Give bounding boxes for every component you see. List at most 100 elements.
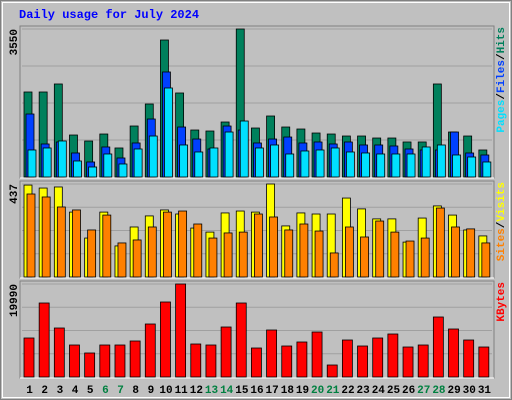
bar <box>402 346 414 378</box>
x-tick-label: 30 <box>463 385 476 397</box>
bar <box>452 154 461 178</box>
x-tick-label: 6 <box>102 385 109 397</box>
x-tick-label: 4 <box>72 385 79 397</box>
bar <box>239 120 249 178</box>
bar <box>178 210 188 278</box>
bar <box>133 148 143 178</box>
bar <box>87 229 97 278</box>
bar <box>421 146 431 178</box>
bar <box>84 352 96 378</box>
bar <box>179 144 189 178</box>
bar <box>23 337 35 378</box>
legend-entry: Sites <box>496 228 508 261</box>
x-tick-label: 21 <box>326 385 340 397</box>
bar <box>300 150 310 178</box>
x-tick-label: 1 <box>26 385 33 397</box>
bar <box>417 344 429 378</box>
legend-separator: / <box>496 93 508 100</box>
bar <box>238 231 248 278</box>
x-tick-label: 7 <box>117 385 124 397</box>
bar <box>38 302 50 378</box>
bar <box>41 196 51 278</box>
legend: Sites/Visits <box>496 182 508 261</box>
bar <box>148 135 158 178</box>
bar <box>223 232 233 278</box>
x-tick-label: 29 <box>447 385 460 397</box>
bar <box>406 153 416 178</box>
bar <box>57 140 67 178</box>
bar <box>254 213 263 278</box>
x-tick-label: 18 <box>281 385 295 397</box>
bar <box>209 147 219 178</box>
bar <box>160 301 171 378</box>
bar <box>344 226 354 278</box>
bar <box>375 220 385 278</box>
bar <box>284 229 294 278</box>
y-tick-label: 19990 <box>9 284 21 317</box>
bar <box>329 252 339 278</box>
bar <box>208 237 218 278</box>
bar <box>451 226 460 278</box>
x-tick-label: 9 <box>148 385 155 397</box>
bar <box>69 344 80 378</box>
bar <box>190 343 202 378</box>
bar <box>285 153 295 178</box>
bar <box>326 364 338 378</box>
bar <box>315 149 325 178</box>
bar <box>114 344 126 378</box>
bar <box>175 283 187 378</box>
x-tick-label: 3 <box>57 385 64 397</box>
x-tick-label: 19 <box>296 385 309 397</box>
bar <box>56 206 66 278</box>
bar <box>467 156 477 178</box>
bar <box>132 239 142 278</box>
bar <box>194 151 204 178</box>
bar <box>103 153 113 178</box>
bar <box>235 302 247 378</box>
legend-separator: / <box>496 221 508 228</box>
bar <box>330 147 340 178</box>
bar <box>281 345 293 378</box>
x-tick-label: 13 <box>205 385 219 397</box>
bar <box>405 240 415 278</box>
x-tick-label: 22 <box>341 385 354 397</box>
x-tick-label: 26 <box>402 385 415 397</box>
x-tick-label: 16 <box>250 385 263 397</box>
bar <box>463 339 475 378</box>
bar <box>432 316 444 378</box>
x-tick-label: 11 <box>175 385 189 397</box>
bar <box>102 214 112 278</box>
bar <box>270 144 279 178</box>
bar <box>53 327 65 378</box>
x-tick-label: 20 <box>311 385 324 397</box>
bar <box>27 149 37 178</box>
chart-title: Daily usage for July 2024 <box>19 8 199 22</box>
x-tick-label: 10 <box>159 385 172 397</box>
bar <box>345 151 355 178</box>
legend-entry: KBytes <box>496 282 508 322</box>
legend-separator: / <box>496 53 508 60</box>
bar <box>420 237 430 278</box>
bar <box>269 216 278 278</box>
y-tick-label: 3550 <box>9 29 21 55</box>
bar <box>220 326 232 378</box>
legend-entry: Pages <box>496 100 508 133</box>
bar <box>193 223 203 278</box>
bar <box>436 144 446 178</box>
bar <box>88 166 98 178</box>
bar <box>481 242 491 278</box>
bar <box>72 209 81 278</box>
legend-entry: Visits <box>496 182 508 222</box>
bar <box>357 345 368 378</box>
x-tick-label: 27 <box>417 385 430 397</box>
legend: KBytes <box>496 282 508 322</box>
bar <box>341 339 353 378</box>
y-tick-label: 437 <box>9 184 21 204</box>
bar <box>144 323 156 378</box>
x-tick-label: 23 <box>357 385 371 397</box>
x-tick-label: 8 <box>132 385 139 397</box>
legend-entry: Hits <box>496 27 508 53</box>
bar <box>391 153 401 178</box>
